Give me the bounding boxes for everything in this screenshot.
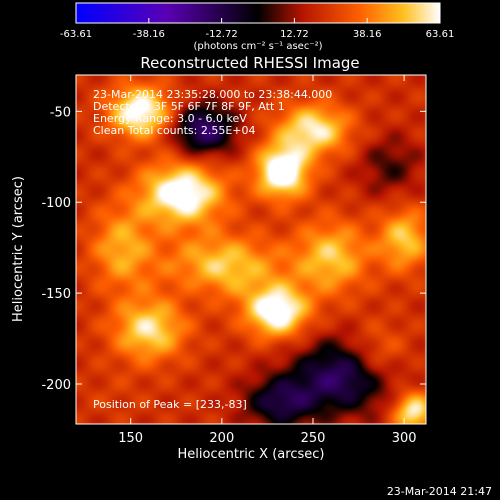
footer-date: 23-Mar-2014 21:47 bbox=[386, 485, 492, 498]
x-axis-ticks: 150 200 250 300 bbox=[118, 75, 417, 446]
x-tick-label: 200 bbox=[209, 431, 234, 446]
colorbar-tick-label: 38.16 bbox=[353, 29, 382, 40]
y-axis-ticks: -50 -100 -150 -200 bbox=[41, 105, 426, 393]
plot-image-container bbox=[76, 75, 426, 424]
y-tick-label: -200 bbox=[41, 378, 71, 393]
annotation-clean-counts: Clean Total counts: 2.55E+04 bbox=[93, 124, 256, 137]
x-axis-label: Heliocentric X (arcsec) bbox=[178, 447, 325, 462]
annotation-time-range: 23-Mar-2014 23:35:28.000 to 23:38:44.000 bbox=[93, 88, 332, 101]
annotation-peak-position: Position of Peak = [233,-83] bbox=[93, 398, 247, 411]
colorbar bbox=[75, 2, 441, 24]
x-tick-label: 150 bbox=[118, 431, 143, 446]
x-tick-label: 250 bbox=[301, 431, 326, 446]
colorbar-tick-label: 12.72 bbox=[280, 29, 309, 40]
colorbar-ticks: -63.61 -38.16 -12.72 12.72 38.16 63.61 bbox=[60, 18, 454, 40]
colorbar-tick-label: -12.72 bbox=[205, 29, 237, 40]
colorbar-tick-label: 63.61 bbox=[426, 29, 455, 40]
plot-frame bbox=[75, 74, 427, 425]
colorbar-tick-label: -38.16 bbox=[133, 29, 165, 40]
annotation-detectors: Detectors: 3F 5F 6F 7F 8F 9F, Att 1 bbox=[93, 100, 285, 113]
heatmap-image bbox=[76, 75, 426, 424]
y-tick-label: -100 bbox=[41, 196, 71, 211]
y-axis-label: Heliocentric Y (arcsec) bbox=[11, 176, 26, 322]
y-tick-label: -50 bbox=[50, 105, 71, 120]
y-tick-label: -150 bbox=[41, 287, 71, 302]
colorbar-unit-label: (photons cm⁻² s⁻¹ asec⁻²) bbox=[193, 41, 322, 52]
annotation-energy-range: Energy Range: 3.0 - 6.0 keV bbox=[93, 112, 247, 125]
x-tick-label: 300 bbox=[392, 431, 417, 446]
colorbar-tick-label: -63.61 bbox=[60, 29, 92, 40]
chart-title: Reconstructed RHESSI Image bbox=[140, 54, 359, 72]
